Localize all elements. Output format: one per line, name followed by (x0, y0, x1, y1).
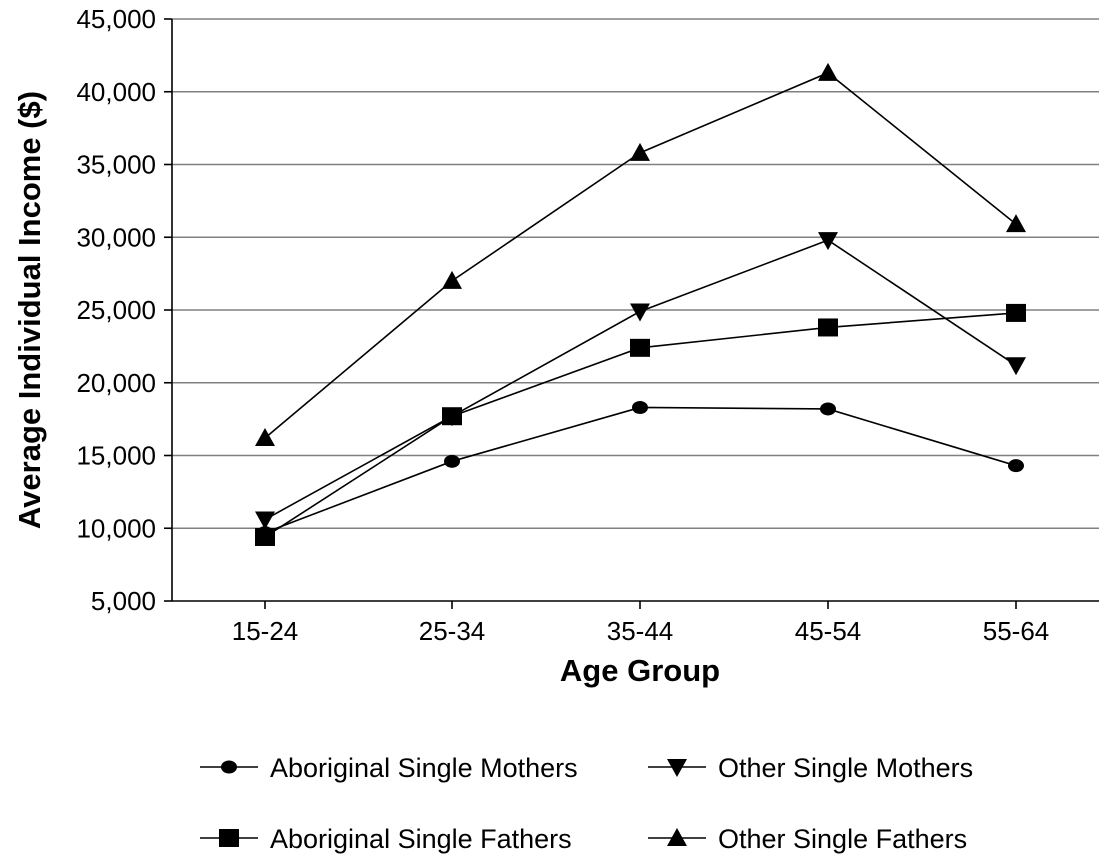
y-tick-label: 5,000 (91, 586, 156, 616)
legend-label: Aboriginal Single Fathers (270, 824, 572, 854)
square-marker (219, 829, 239, 847)
triangle-up-marker (442, 270, 462, 289)
square-marker (630, 338, 650, 357)
x-tick-label: 55-64 (983, 616, 1050, 646)
circle-marker (820, 402, 836, 416)
triangle-down-marker (667, 759, 687, 777)
triangle-down-marker (818, 232, 838, 251)
circle-marker (632, 400, 648, 414)
x-tick-labels: 15-24 25-34 35-44 45-54 55-64 (232, 616, 1050, 646)
square-marker (1006, 303, 1026, 322)
series-lines (255, 62, 1026, 546)
y-tick-label: 15,000 (76, 441, 156, 471)
y-tick-label: 20,000 (76, 368, 156, 398)
x-tick-label: 25-34 (419, 616, 486, 646)
series-1 (257, 400, 1024, 540)
triangle-up-marker (818, 62, 838, 81)
series-line (264, 406, 1017, 534)
y-tick-label: 25,000 (76, 295, 156, 325)
series-line (264, 239, 1017, 521)
legend-item: Other Single Fathers (648, 824, 967, 854)
x-axis-title: Age Group (560, 653, 720, 688)
square-marker (818, 318, 838, 337)
gridlines (172, 18, 1099, 530)
x-tick-label: 45-54 (795, 616, 862, 646)
y-tick-label: 35,000 (76, 150, 156, 180)
triangle-up-marker (630, 142, 650, 161)
legend-item: Other Single Mothers (648, 753, 973, 783)
series-4 (255, 62, 1026, 447)
legend: Aboriginal Single Mothers Other Single Mo… (200, 753, 973, 854)
legend-item: Aboriginal Single Fathers (200, 824, 572, 854)
axes (164, 18, 1099, 609)
x-tick-label: 35-44 (607, 616, 674, 646)
triangle-up-marker (1006, 214, 1026, 233)
legend-label: Aboriginal Single Mothers (270, 753, 578, 783)
y-tick-label: 30,000 (76, 222, 156, 252)
y-tick-labels: 5,000 10,000 15,000 20,000 25,000 30,000 35,00… (76, 4, 156, 616)
legend-label: Other Single Mothers (718, 753, 973, 783)
triangle-down-marker (255, 511, 275, 530)
y-tick-label: 40,000 (76, 77, 156, 107)
legend-label: Other Single Fathers (718, 824, 967, 854)
circle-marker (1008, 459, 1024, 473)
triangle-down-marker (1006, 357, 1026, 376)
y-tick-label: 45,000 (76, 4, 156, 34)
triangle-up-marker (255, 428, 275, 447)
series-2 (255, 232, 1026, 530)
legend-item: Aboriginal Single Mothers (200, 753, 578, 783)
series-3 (255, 303, 1026, 546)
circle-marker (221, 760, 237, 774)
y-tick-label: 10,000 (76, 513, 156, 543)
square-marker (442, 407, 462, 426)
circle-marker (444, 454, 460, 468)
square-marker (255, 527, 275, 546)
x-tick-label: 15-24 (232, 616, 299, 646)
triangle-down-marker (630, 303, 650, 322)
triangle-up-marker (667, 828, 687, 846)
y-axis-title: Average Individual Income ($) (12, 91, 47, 529)
